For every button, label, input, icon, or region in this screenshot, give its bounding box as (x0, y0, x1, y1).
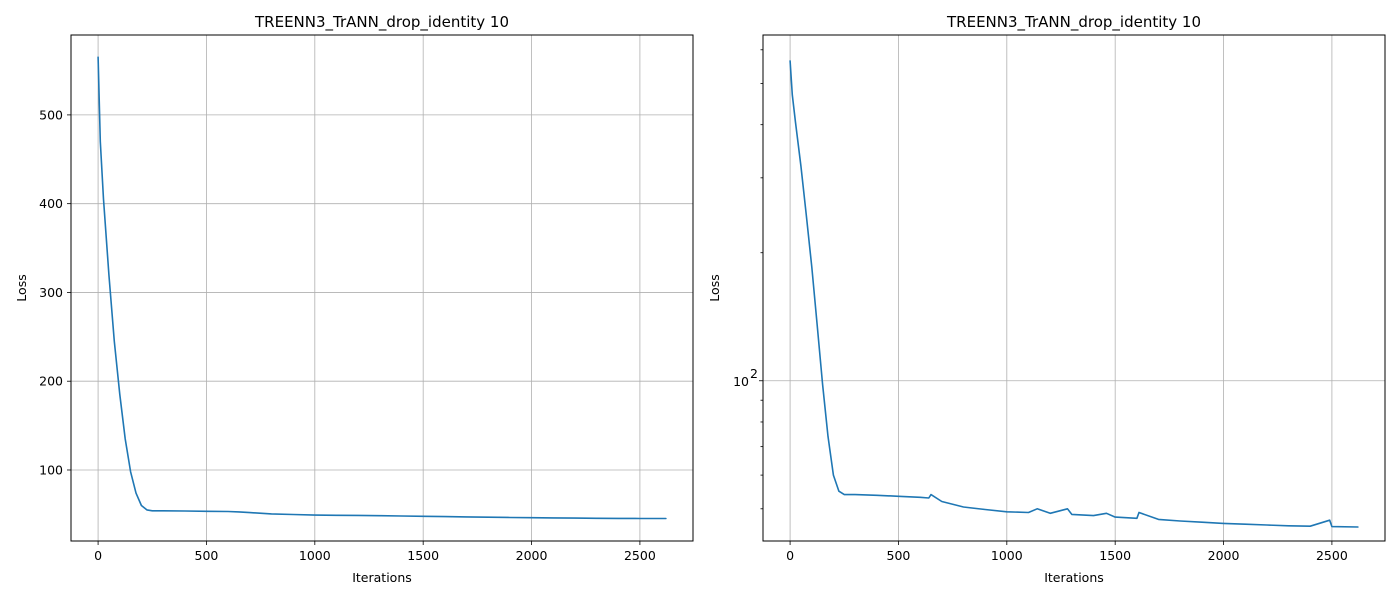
x-tick-label: 1500 (407, 548, 439, 563)
y-tick-label: 300 (39, 285, 63, 300)
chart-right-log: TREENN3_TrANN_drop_identity 10 0 500 1000 1… (707, 13, 1386, 585)
x-axis-label: Iterations (352, 570, 412, 585)
chart-title: TREENN3_TrANN_drop_identity 10 (254, 13, 509, 32)
x-tick-label: 500 (887, 548, 911, 563)
x-tick-label: 2500 (624, 548, 656, 563)
x-tick-label: 0 (786, 548, 794, 563)
x-tick-label: 1500 (1099, 548, 1131, 563)
y-axis-label: Loss (14, 274, 29, 301)
x-tick-label: 2000 (1208, 548, 1240, 563)
x-tick-label: 2000 (516, 548, 548, 563)
plot-frame (762, 34, 1386, 542)
y-tick-label: 400 (39, 196, 63, 211)
y-tick-label: 100 (39, 462, 63, 477)
chart-title: TREENN3_TrANN_drop_identity 10 (946, 13, 1201, 32)
y-tick-label: 500 (39, 107, 63, 122)
series-line (97, 56, 667, 520)
x-axis-label: Iterations (1044, 570, 1104, 585)
x-tick-label: 2500 (1316, 548, 1348, 563)
series-line (789, 60, 1359, 528)
y-tick-label: 200 (39, 374, 63, 389)
x-tick-label: 0 (94, 548, 102, 563)
x-tick-label: 1000 (991, 548, 1023, 563)
y-axis-label: Loss (707, 274, 722, 301)
chart-left-linear: TREENN3_TrANN_drop_identity 10 0 500 1000 1… (14, 13, 694, 585)
x-tick-label: 500 (195, 548, 219, 563)
x-tick-label: 1000 (299, 548, 331, 563)
y-tick-exponent: 2 (750, 366, 758, 381)
plot-frame (70, 34, 694, 542)
y-tick-label: 10 (733, 374, 749, 389)
